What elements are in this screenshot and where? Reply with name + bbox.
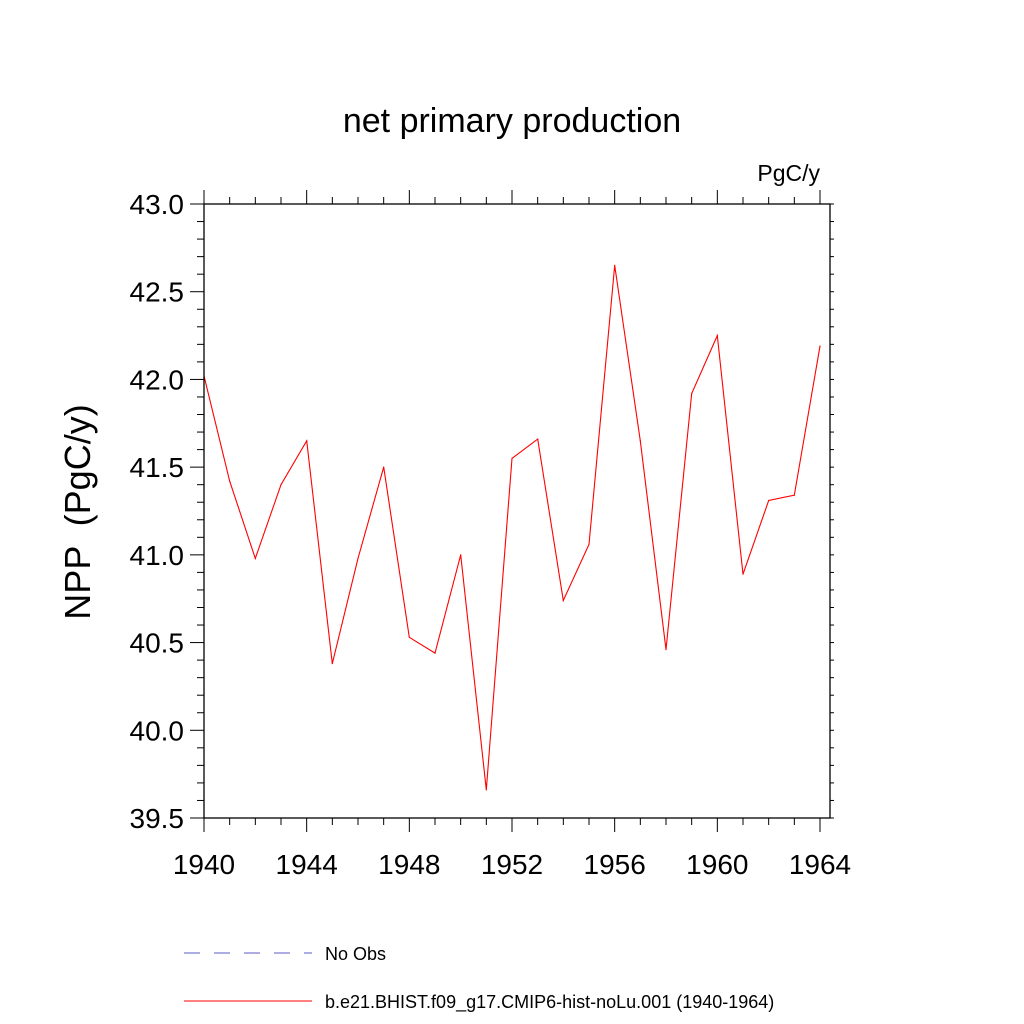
- y-tick-label: 43.0: [130, 189, 185, 220]
- y-axis-label: NPP (PgC/y): [57, 404, 98, 619]
- legend-label-model: b.e21.BHIST.f09_g17.CMIP6-hist-noLu.001 …: [325, 992, 774, 1013]
- x-tick-label: 1948: [378, 849, 440, 880]
- y-tick-label: 40.5: [130, 628, 185, 659]
- x-tick-label: 1964: [789, 849, 851, 880]
- y-tick-label: 41.0: [130, 540, 185, 571]
- x-tick-labels: 1940 1944 1948 1952 1956 1960 1964: [173, 849, 851, 880]
- data-point: [588, 543, 590, 545]
- y-tick-label: 40.0: [130, 715, 185, 746]
- data-point: [793, 494, 795, 496]
- x-tick-label: 1940: [173, 849, 235, 880]
- data-point: [485, 789, 487, 791]
- legend: No Obs b.e21.BHIST.f09_g17.CMIP6-hist-no…: [184, 944, 774, 1013]
- data-point: [229, 480, 231, 482]
- x-tick-label: 1952: [481, 849, 543, 880]
- data-point: [665, 648, 667, 651]
- y-tick-label: 41.5: [130, 452, 185, 483]
- series-layer: [203, 264, 821, 791]
- data-point: [306, 440, 308, 442]
- data-point: [768, 499, 770, 502]
- x-tick-label: 1960: [686, 849, 748, 880]
- units-label: PgC/y: [757, 160, 820, 186]
- data-point: [511, 457, 513, 459]
- data-point: [280, 484, 282, 486]
- data-point: [357, 557, 359, 559]
- data-point: [639, 440, 641, 442]
- x-tick-label: 1944: [276, 849, 338, 880]
- axis-ticks: [190, 190, 834, 832]
- data-point: [460, 554, 462, 556]
- chart-title: net primary production: [343, 102, 681, 140]
- legend-label-no-obs: No Obs: [325, 944, 386, 964]
- y-tick-labels: 39.5 40.0 40.5 41.0 41.5 42.0 42.5 43.0: [130, 189, 185, 834]
- y-tick-label: 42.0: [130, 364, 185, 395]
- data-point: [691, 392, 693, 395]
- data-point: [819, 345, 821, 347]
- y-tick-label: 42.5: [130, 277, 185, 308]
- data-point: [331, 663, 333, 665]
- data-point: [614, 264, 616, 266]
- data-point: [434, 652, 436, 654]
- series-line-0: [203, 265, 821, 790]
- data-point: [716, 334, 718, 337]
- y-tick-label: 39.5: [130, 803, 185, 834]
- data-point: [254, 557, 256, 559]
- plot-frame: [203, 203, 831, 819]
- data-point: [408, 636, 410, 638]
- data-point: [537, 438, 539, 440]
- data-point: [383, 466, 385, 468]
- data-point: [562, 599, 564, 602]
- data-point: [742, 573, 744, 575]
- x-tick-label: 1956: [584, 849, 646, 880]
